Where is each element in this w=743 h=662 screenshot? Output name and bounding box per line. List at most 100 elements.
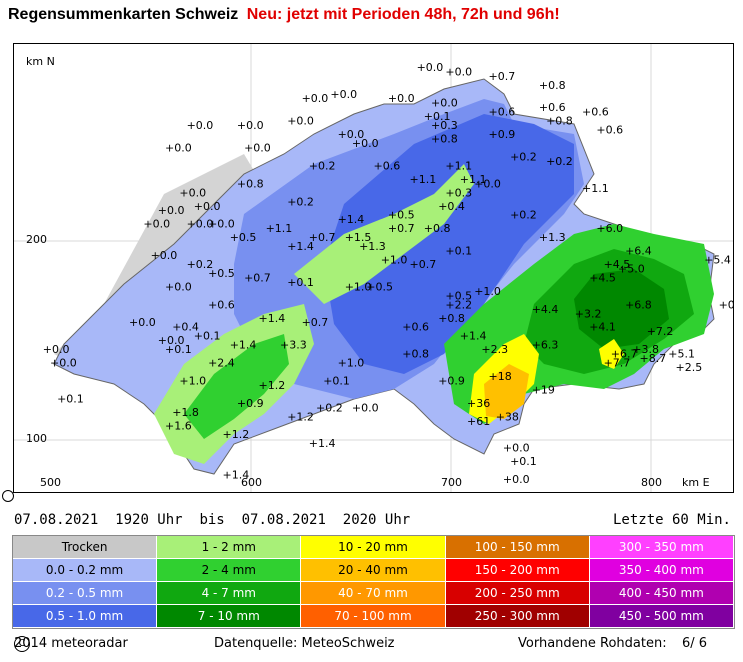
station-value: +0.2	[510, 151, 537, 164]
station-value: +0.4	[172, 321, 199, 334]
station-value: +0.1	[287, 276, 314, 289]
region-green-central	[294, 164, 474, 304]
legend-cell: 250 - 300 mm	[445, 605, 590, 628]
station-value: +0.0	[352, 401, 379, 414]
station-value: +0.0	[417, 61, 444, 74]
station-value: +1.4	[230, 339, 257, 352]
station-value: +0.7	[489, 70, 516, 83]
station-value: +0.0	[352, 137, 379, 150]
station-value: +1.4	[309, 437, 336, 450]
legend-cell: 350 - 400 mm	[589, 559, 734, 582]
legend-cell: 0.0 - 0.2 mm	[13, 559, 158, 582]
station-value: +0.1	[165, 343, 192, 356]
station-value: +1.0	[338, 357, 365, 370]
station-value: +61	[467, 415, 490, 428]
station-value: +1.6	[165, 419, 192, 432]
station-value: +4.5	[589, 271, 616, 284]
station-value: +1.1	[582, 182, 609, 195]
legend-cell: 70 - 100 mm	[301, 605, 446, 628]
region-orange-ticino	[484, 364, 529, 419]
station-value: +0.7	[719, 298, 733, 311]
station-value: +6.7	[611, 348, 638, 361]
period-to-time: 2020 Uhr	[342, 512, 411, 528]
x-tick-500: 500	[40, 476, 61, 489]
legend-cell: 150 - 200 mm	[445, 559, 590, 582]
station-value: +0.8	[431, 133, 458, 146]
x-tick-800: 800	[641, 476, 662, 489]
station-value: +7.7	[604, 357, 631, 370]
legend-cell: 400 - 450 mm	[589, 582, 734, 605]
station-value: +0.0	[43, 343, 70, 356]
station-value: +0.0	[503, 473, 530, 486]
station-value: +0.2	[187, 258, 214, 271]
station-value: +2.5	[676, 361, 703, 374]
station-value: +0.0	[165, 280, 192, 293]
station-value: +2.3	[481, 343, 508, 356]
legend-cell: 0.5 - 1.0 mm	[13, 605, 158, 628]
region-darkest-green	[574, 269, 669, 349]
region-yellow-east	[599, 339, 624, 369]
station-value: +6.4	[625, 245, 652, 258]
period-from-time: 1920 Uhr	[115, 512, 183, 528]
station-value: +0.5	[208, 267, 235, 280]
station-value: +0.0	[143, 218, 170, 231]
station-value: +3.8	[632, 343, 659, 356]
station-value: +0.0	[129, 316, 156, 329]
station-value: +0.1	[445, 245, 472, 258]
station-value: +1.2	[259, 379, 286, 392]
station-value: +4.5	[604, 258, 631, 271]
station-value: +6.3	[532, 339, 559, 352]
color-legend: Trocken 1 - 2 mm 10 - 20 mm 100 - 150 mm…	[12, 535, 735, 629]
station-value: +1.8	[172, 406, 199, 419]
station-value: +0.2	[287, 195, 314, 208]
station-value: +0.2	[510, 209, 537, 222]
station-value: +0.0	[287, 115, 314, 128]
station-value: +0.7	[388, 222, 415, 235]
legend-cell: Trocken	[13, 536, 158, 559]
y-tick-200: 200	[26, 233, 47, 246]
station-value: +19	[532, 383, 555, 396]
station-value: +0.6	[582, 106, 609, 119]
station-value: +0.7	[309, 231, 336, 244]
station-value: +0.1	[194, 330, 221, 343]
station-value: +0.2	[316, 401, 343, 414]
legend-cell: 10 - 20 mm	[301, 536, 446, 559]
station-value: +0.5	[445, 289, 472, 302]
station-value: +0.8	[438, 312, 465, 325]
station-value: +0.0	[158, 334, 185, 347]
station-value: +0.0	[431, 97, 458, 110]
station-value: +0.0	[237, 119, 264, 132]
legend-cell: 300 - 350 mm	[589, 536, 734, 559]
station-value: +0.6	[596, 124, 623, 137]
legend-cell: 20 - 40 mm	[301, 559, 446, 582]
station-value: +1.0	[474, 285, 501, 298]
x-tick-600: 600	[241, 476, 262, 489]
station-value: +0.0	[208, 218, 235, 231]
station-value: +0.5	[230, 231, 257, 244]
station-value: +1.4	[287, 240, 314, 253]
station-value: +0.6	[489, 106, 516, 119]
station-value: +1.2	[223, 428, 250, 441]
station-value: +0.9	[489, 128, 516, 141]
region-dark-blue	[324, 114, 574, 374]
station-value: +0.7	[410, 258, 437, 271]
raw-data-label: Vorhandene Rohdaten:	[518, 636, 667, 651]
station-value: +1.0	[179, 375, 206, 388]
station-value: +0.2	[546, 155, 573, 168]
station-value: +1.3	[359, 240, 386, 253]
station-value: +7.2	[647, 325, 674, 338]
station-value: +0.0	[244, 142, 271, 155]
period-to-date: 07.08.2021	[241, 512, 326, 528]
legend-cell: 40 - 70 mm	[301, 582, 446, 605]
copyright-icon: C	[14, 636, 30, 652]
station-value: +5.0	[618, 263, 645, 276]
station-value: +0.6	[402, 321, 429, 334]
new-periods-notice[interactable]: Neu: jetzt mit Perioden 48h, 72h und 96h…	[246, 6, 560, 23]
legend-cell: 450 - 500 mm	[589, 605, 734, 628]
station-value: +18	[489, 370, 512, 383]
station-value: +1.0	[381, 254, 408, 267]
y-tick-100: 100	[26, 432, 47, 445]
station-value: +0.5	[388, 209, 415, 222]
rain-stations: +0.0 +0.0 +0.7+0.8+0.0+0.0 +0.0 +0.0+0.6 +0.6…	[43, 61, 733, 486]
legend-cell: 4 - 7 mm	[157, 582, 302, 605]
